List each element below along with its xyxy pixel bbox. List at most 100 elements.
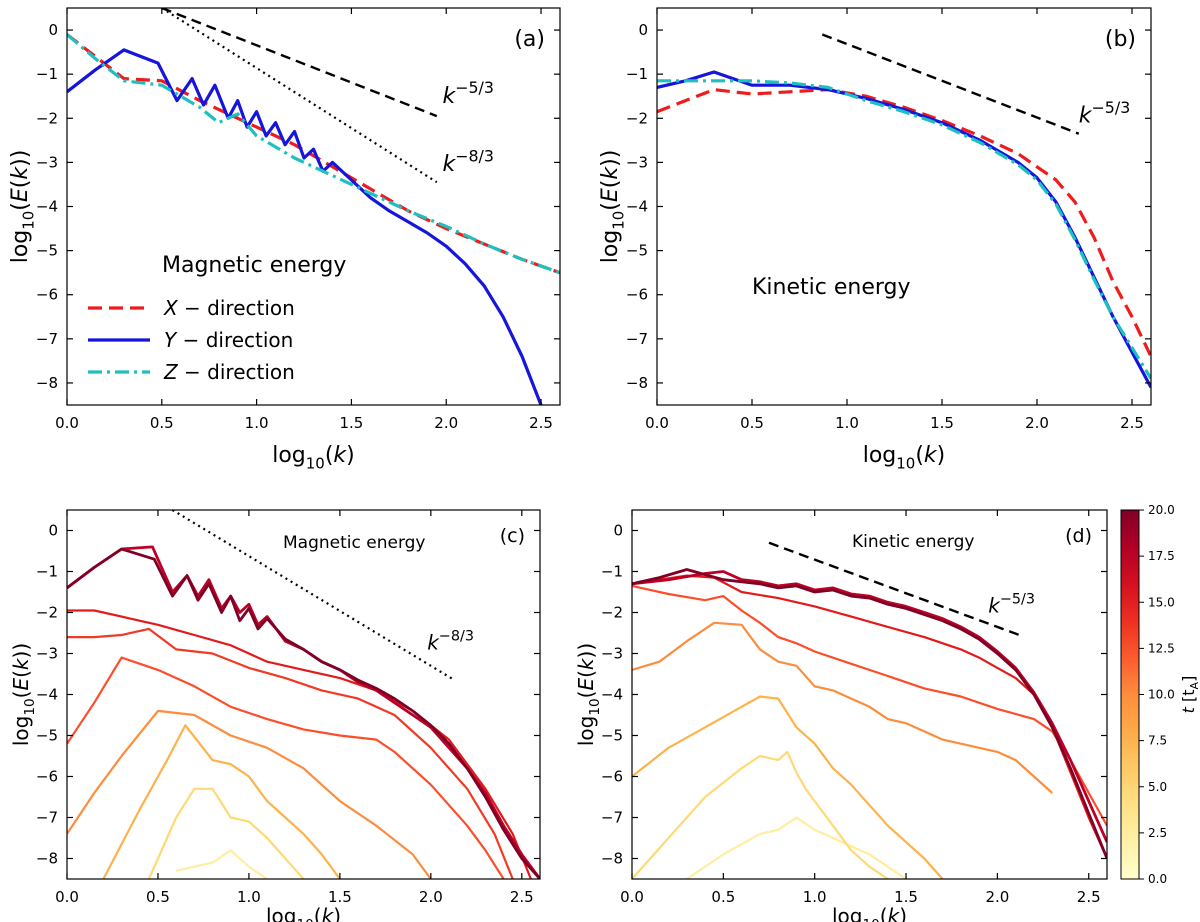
y-tick-label: −4 [36,686,58,704]
y-axis-label: log10(E(k)) [9,643,38,746]
colorbar-bar [1120,509,1140,880]
slope-label: k−5/3 [1079,98,1131,129]
series-k-5-3-line [768,541,1020,637]
series-t-13-5-line [67,627,514,879]
legend-label: Z − direction [163,360,295,384]
series-t-20-line [632,568,1107,860]
plot-area [67,8,560,405]
y-tick-label: −7 [36,809,58,827]
panel-label: (c) [500,525,525,547]
series-t-15-line [632,574,1107,859]
y-tick-label: −5 [601,727,623,745]
slope-label: k−8/3 [442,146,494,177]
x-tick-label: 1.5 [328,888,352,906]
x-tick-label: 2.0 [419,888,443,906]
slope-label: k−5/3 [988,592,1035,618]
x-tick-label: 0.0 [55,888,79,906]
y-tick-label: −6 [36,286,58,304]
y-tick-label: −2 [36,109,58,127]
x-tick-label: 2.0 [985,888,1009,906]
y-tick-label: −3 [626,153,648,171]
y-tick-label: 0 [48,21,58,39]
x-tick-label: 0.5 [150,414,174,432]
series-t-10-line [632,621,1053,794]
y-axis-label: log10(E(k)) [8,150,38,264]
y-tick-label: −8 [626,374,648,392]
y-tick-label: −3 [36,153,58,171]
y-tick-label: −5 [36,727,58,745]
series-y-direction-line [657,70,1151,389]
series-k-5-3-line [161,8,438,118]
series-y-direction-line [67,48,543,405]
y-tick-label: −6 [626,286,648,304]
panel-a: 0.0 0.5 1.0 1.5 2.0 2.5 0 −1 −2 −3 −4 −5 −6 −7 −8 log10… [8,7,561,473]
series-t-12-5-line [632,584,1107,827]
energy-annotation: Magnetic energy [162,253,346,278]
plot-area [657,33,1151,389]
colorbar-tick-label: 2.5 [1148,826,1167,840]
colorbar-tick-label: 20.0 [1148,503,1175,517]
y-tick-label: −2 [601,604,623,622]
y-tick-label: −5 [626,242,648,260]
panel-c: 0.0 0.5 1.0 1.5 2.0 2.5 0 −1 −2 −3 −4 −5 −6 −7 −8 log10… [9,509,541,922]
y-tick-label: −6 [36,768,58,786]
y-tick-label: −6 [601,768,623,786]
colorbar-tick-label: 5.0 [1148,780,1167,794]
x-tick-label: 0.5 [711,888,735,906]
x-tick-label: 2.5 [510,888,534,906]
panel-d: 0.0 0.5 1.0 1.5 2.0 2.5 0 −1 −2 −3 −4 −5 −6 −7 −8 log10… [574,509,1108,922]
series-t-15-line [67,609,532,879]
x-tick-label: 0.5 [740,414,764,432]
panel-b: 0.0 0.5 1.0 1.5 2.0 2.5 0 −1 −2 −3 −4 −5 −6 −7 −8 log10… [598,7,1152,473]
y-tick-label: −7 [36,330,58,348]
series-t-7-5-line [102,724,341,879]
x-axis-label: log10(k) [832,904,907,922]
colorbar: 0.0 2.5 5.0 7.5 10.0 12.5 15.0 17.5 20.0 t [tA] [1120,503,1200,886]
x-tick-label: 2.5 [529,414,553,432]
series-x-direction-line [67,33,560,275]
axes-frame [656,7,1152,406]
x-tick-label: 2.0 [1025,414,1049,432]
y-tick-label: 0 [638,21,648,39]
y-axis-label: log10(E(k)) [598,150,628,264]
y-tick-label: −1 [36,563,58,581]
slope-label: k−8/3 [427,628,474,654]
x-tick-label: 1.5 [339,414,363,432]
legend-label: Y − direction [164,328,293,352]
series-k-5-3-line [821,33,1080,135]
y-tick-label: −2 [626,109,648,127]
plot-area [67,510,540,879]
y-tick-label: −5 [36,242,58,260]
colorbar-tick-label: 15.0 [1148,595,1175,609]
x-tick-label: 1.5 [930,414,954,432]
series-t-2-5-line [686,816,907,879]
x-tick-label: 0.5 [146,888,170,906]
colorbar-label: t [tA] [1179,676,1200,714]
y-tick-label: −1 [601,563,623,581]
y-tick-label: −7 [601,809,623,827]
colorbar-tick-label: 12.5 [1148,641,1175,655]
plot-area [632,541,1107,879]
legend: X − direction Y − direction Z − direction [88,296,295,384]
panel-label: (a) [514,27,545,52]
y-tick-label: −2 [36,604,58,622]
energy-annotation: Magnetic energy [283,533,425,553]
series-x-direction-line [657,87,1151,358]
y-tick-label: −4 [626,198,648,216]
series-t-5-line [632,750,889,879]
series-t-12-5-line [67,656,505,879]
slope-label: k−5/3 [442,78,494,109]
y-tick-label: −4 [601,686,623,704]
x-tick-label: 1.0 [803,888,827,906]
y-tick-label: 0 [613,522,623,540]
x-tick-label: 0.0 [55,414,79,432]
legend-label: X − direction [163,296,295,320]
x-tick-label: 1.0 [245,414,269,432]
panel-label: (d) [1065,525,1092,547]
series-t-20-line [67,547,540,879]
x-axis-label: log10(k) [272,443,355,473]
series-t-10-line [67,709,432,879]
y-tick-label: −4 [36,198,58,216]
axes-frame [66,509,541,880]
